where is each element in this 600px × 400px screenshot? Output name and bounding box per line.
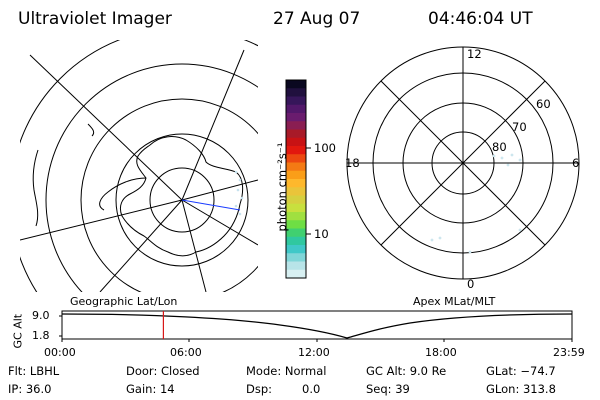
colorbar-cell [286,203,306,213]
caption-apex: Apex MLat/MLT [413,295,496,308]
timeline-ytick: 9.0 [32,309,50,322]
colorbar-tick-label: 100 [314,141,336,155]
gc-alt-status: GC Alt: 9.0 Re [366,364,447,378]
colorbar-cell [286,212,306,221]
timeline-xtick: 00:00 [44,346,76,359]
meridian-line [99,199,183,292]
altitude-curve [61,313,573,339]
meridian-line [181,179,258,201]
caption-geographic: Geographic Lat/Lon [70,295,178,308]
seq-status: Seq: 39 [366,382,410,396]
colorbar [286,80,306,279]
colorbar-cell [286,253,306,263]
filter-status: Flt: LBHL [8,364,60,378]
colorbar-cell [286,121,306,131]
island-coast [87,123,95,137]
door-status: Door: Closed [126,364,200,378]
mlt-label-18: 18 [345,156,360,170]
colorbar-cell [286,228,306,238]
colorbar-cell [286,146,306,155]
gain-status: Gain: 14 [126,382,175,396]
colorbar-cell [286,269,306,279]
mlat-label-60: 60 [536,97,551,111]
dsp-value: 0.0 [302,382,321,396]
meridian-line [181,199,207,292]
mlt-label-0: 0 [467,277,475,291]
colorbar-cell [286,104,306,114]
mode-status: Mode: Normal [246,364,327,378]
mlat-label-70: 70 [512,120,527,134]
mlt-label-12: 12 [467,47,482,61]
colorbar-cell [286,154,306,164]
colorbar-cell [286,236,306,246]
colorbar-cell [286,170,306,180]
latitude-circle [149,167,215,233]
latitude-circle [80,98,258,292]
latitude-circle [45,63,258,292]
time-label: 04:46:04 UT [428,9,533,29]
antarctic-peninsula [99,177,147,211]
colorbar-frame [285,79,307,279]
colorbar-cell [286,96,306,106]
timeline-ytick: 1.8 [32,329,50,342]
colorbar-cell [286,162,306,172]
colorbar-cell [286,261,306,271]
colorbar-cell [286,80,306,89]
colorbar-cell [286,113,306,122]
colorbar-tick-label: 10 [314,227,329,241]
dsp-label: Dsp: [246,382,273,396]
meridian-line [181,49,245,201]
mlat-label-80: 80 [492,140,507,154]
colorbar-cell [286,220,306,230]
glat-status: GLat: −74.7 [486,364,556,378]
south-america-coast [32,149,39,227]
date-label: 27 Aug 07 [273,9,361,29]
timeline-xtick: 23:59 [553,346,585,359]
meridian-line [181,199,258,246]
colorbar-cell [286,88,306,98]
timeline-xtick: 06:00 [170,346,202,359]
glon-status: GLon: 313.8 [486,382,556,396]
timeline-xtick: 12:00 [298,346,330,359]
geographic-map [20,40,258,292]
colorbar-cell [286,129,306,139]
colorbar-cell [286,195,306,205]
ip-status: IP: 36.0 [8,382,52,396]
meridian-line [20,199,183,241]
colorbar-cell [286,245,306,254]
timeline-ylabel: GC Alt [11,313,25,349]
meridian-line [29,54,183,201]
latitude-circle [115,133,249,267]
mlt-line [380,80,546,246]
colorbar-cell [286,187,306,197]
instrument-title: Ultraviolet Imager [18,9,172,29]
timeline-xtick: 18:00 [425,346,457,359]
sun-direction-line [181,199,241,211]
polar-grid [347,47,579,279]
mlt-label-6: 6 [572,156,580,170]
colorbar-unit-label: photon cm⁻²s⁻¹ [275,142,289,232]
colorbar-cell [286,137,306,147]
colorbar-cell [286,179,306,188]
antarctica-coastline [119,136,244,257]
